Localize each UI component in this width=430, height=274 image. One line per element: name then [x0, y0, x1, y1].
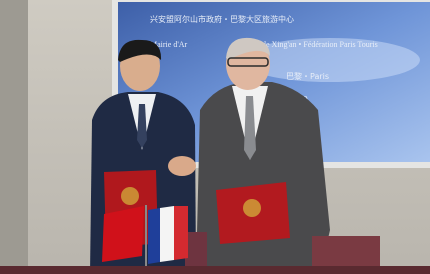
screen-place: 巴黎・Paris	[286, 71, 329, 81]
flag-france-red	[174, 206, 188, 260]
photo: 兴安盟阿尔山市政府・巴黎大区旅游中心 Mairie d'Ar de Xing'a…	[0, 0, 430, 274]
left-edge	[0, 0, 28, 274]
flag-china	[102, 206, 144, 262]
right-suit	[196, 82, 330, 274]
table	[0, 266, 430, 274]
folder-emblem	[243, 199, 261, 217]
screen-title-zh: 兴安盟阿尔山市政府・巴黎大区旅游中心	[150, 14, 294, 24]
folder-emblem	[121, 187, 139, 205]
flag-france-white	[160, 206, 174, 262]
handshake	[168, 156, 196, 176]
page: {"screen": {"title_zh": "兴安盟阿尔山市政府・巴黎大区旅…	[0, 0, 430, 274]
flag-france-blue	[148, 208, 160, 264]
screen-title-fr-right: de Xing'an • Fédération Paris Touris	[262, 40, 378, 49]
